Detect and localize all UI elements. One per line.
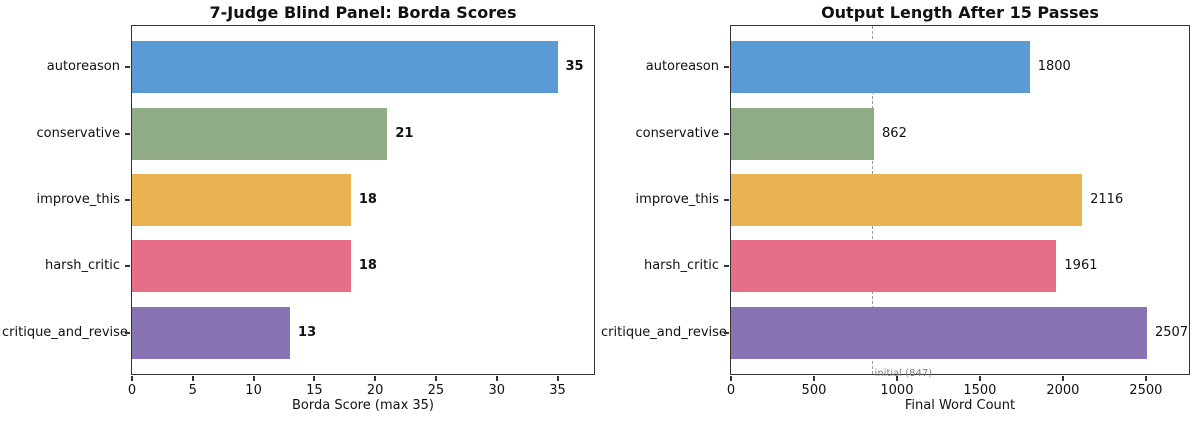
y-tick-mark — [724, 265, 729, 268]
x-axis-label: Final Word Count — [904, 398, 1016, 413]
x-tick-label: 10 — [245, 383, 262, 398]
y-tick-mark — [125, 66, 130, 69]
x-tick-mark — [730, 375, 732, 381]
chart-title: 7-Judge Blind Panel: Borda Scores — [209, 3, 517, 22]
y-tick-label: conservative — [635, 125, 719, 141]
x-tick-mark — [374, 375, 377, 381]
y-tick-label: improve_this — [36, 192, 120, 207]
bar-improve_this — [731, 174, 1083, 226]
x-tick-label: 35 — [549, 383, 566, 398]
chart-title: Output Length After 15 Passes — [821, 3, 1099, 22]
x-tick-mark — [895, 375, 898, 381]
x-tick-label: 500 — [801, 383, 827, 398]
y-tick-mark — [125, 199, 130, 201]
bar-critique_and_revise — [132, 306, 291, 359]
x-tick-mark — [131, 375, 133, 381]
x-tick-mark — [1144, 375, 1147, 381]
x-tick-label: 2000 — [1046, 383, 1080, 398]
x-tick-mark — [434, 375, 437, 381]
y-tick-label: conservative — [36, 125, 120, 141]
bar-value-label: 2116 — [1090, 192, 1124, 207]
bar-critique_and_revise — [731, 306, 1148, 359]
y-tick-label: autoreason — [46, 59, 120, 75]
x-tick-mark — [313, 375, 316, 381]
y-tick-label: harsh_critic — [643, 258, 719, 274]
bar-value-label: 862 — [882, 125, 907, 141]
y-tick-mark — [724, 199, 729, 201]
y-tick-mark — [125, 132, 130, 135]
bar-value-label: 1800 — [1037, 59, 1071, 75]
bar-value-label: 18 — [358, 192, 377, 207]
y-tick-label: critique_and_revise — [601, 324, 727, 340]
y-tick-label: critique_and_revise — [2, 324, 128, 340]
x-tick-mark — [495, 375, 498, 381]
bar-value-label: 2507 — [1155, 324, 1189, 340]
x-tick-label: 20 — [366, 383, 384, 398]
x-tick-mark — [252, 375, 255, 381]
initial-wordcount-label: initial (847) — [874, 368, 933, 379]
x-tick-mark — [812, 375, 815, 381]
bar-conservative — [132, 107, 388, 160]
bar-value-label: 13 — [298, 324, 317, 340]
bar-value-label: 35 — [565, 59, 584, 75]
y-tick-label: harsh_critic — [44, 258, 120, 274]
x-tick-mark — [191, 375, 194, 381]
x-axis-label: Borda Score (max 35) — [291, 398, 435, 413]
bar-value-label: 18 — [358, 258, 377, 274]
x-tick-label: 1000 — [880, 383, 914, 398]
x-tick-label: 1500 — [963, 383, 997, 398]
plot-area: initial (847) autoreason 1800 conservative 8… — [601, 25, 1190, 398]
bar-improve_this — [132, 174, 351, 226]
bar-autoreason — [731, 41, 1030, 94]
x-tick-label: 25 — [427, 383, 445, 398]
plot-area: autoreason 35 conservative 21 improve_this 18… — [2, 25, 595, 398]
bar-harsh_critic — [132, 240, 351, 293]
y-tick-mark — [125, 331, 130, 334]
bar-autoreason — [132, 41, 558, 94]
y-tick-mark — [724, 66, 729, 69]
x-tick-label: 30 — [488, 383, 505, 398]
x-tick-label: 2500 — [1129, 383, 1163, 398]
bar-value-label: 1961 — [1064, 258, 1098, 274]
x-tick-mark — [556, 375, 559, 381]
x-tick-label: 15 — [306, 383, 323, 398]
y-tick-label: autoreason — [645, 59, 719, 75]
bar-harsh_critic — [731, 240, 1057, 293]
y-tick-mark — [724, 132, 729, 135]
x-tick-mark — [978, 375, 981, 381]
y-tick-mark — [125, 265, 130, 268]
bar-conservative — [731, 107, 875, 160]
bar-value-label: 21 — [395, 125, 414, 141]
x-tick-mark — [1061, 375, 1064, 381]
x-tick-label: 0 — [726, 383, 736, 398]
y-tick-mark — [724, 331, 729, 334]
y-tick-label: improve_this — [635, 192, 719, 207]
x-tick-label: 5 — [188, 383, 197, 398]
x-tick-label: 0 — [127, 383, 137, 398]
